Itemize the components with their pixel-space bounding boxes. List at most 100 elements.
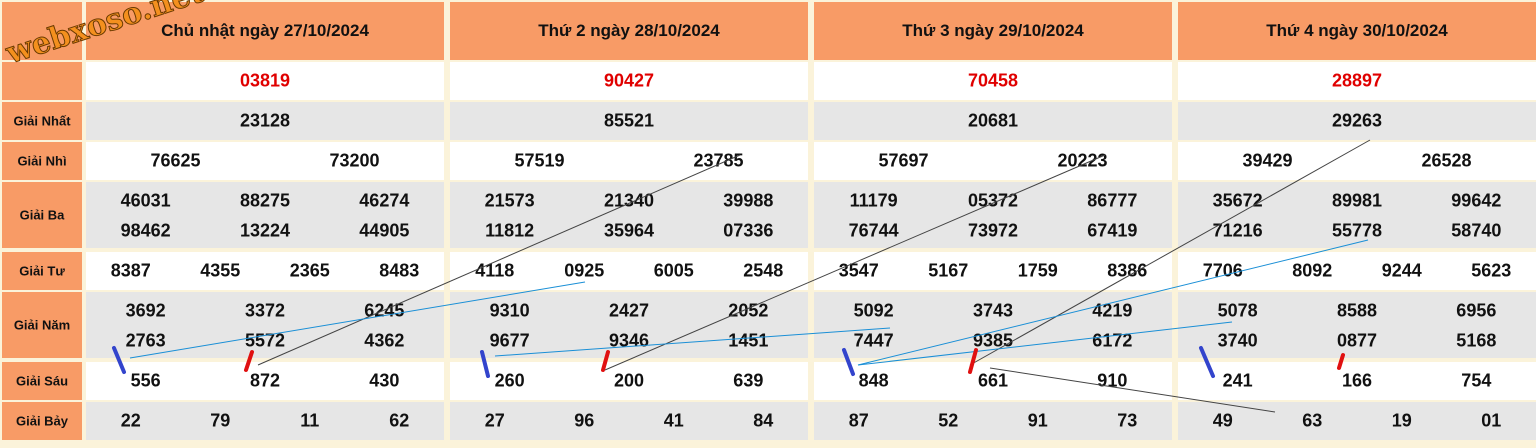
- prize-number: 11: [300, 410, 320, 431]
- prize-number: 1759: [1017, 260, 1058, 281]
- prize-label: Giải Bảy: [15, 413, 69, 429]
- prize-number: 52: [938, 410, 959, 431]
- prize-number: 58740: [1451, 220, 1502, 241]
- prize-number: 76744: [848, 220, 899, 241]
- prize-label: Giải Ba: [19, 207, 65, 223]
- prize-number: 9244: [1381, 260, 1422, 281]
- prize-number: 41: [663, 410, 684, 431]
- prize-number: 260: [494, 370, 525, 391]
- prize-number: 23785: [693, 150, 744, 171]
- prize-number: 7447: [853, 330, 894, 351]
- prize-number: 22: [120, 410, 141, 431]
- prize-number: 35964: [603, 220, 655, 241]
- result-cell: [86, 142, 444, 180]
- result-cell: [86, 402, 444, 440]
- prize-number: 4355: [200, 260, 241, 281]
- prize-number: 8588: [1336, 300, 1378, 321]
- prize-number: 9346: [608, 330, 650, 351]
- prize-number: 84: [753, 410, 774, 431]
- result-cell: [814, 142, 1172, 180]
- label-cell: [2, 62, 82, 100]
- prize-number: 85521: [603, 110, 655, 131]
- day-title: Thứ 2 ngày 28/10/2024: [538, 21, 720, 40]
- prize-number: 07336: [723, 220, 774, 241]
- prize-number: 35672: [1212, 190, 1263, 211]
- prize-number: 98462: [120, 220, 171, 241]
- prize-number: 9677: [489, 330, 530, 351]
- prize-number: 89981: [1331, 190, 1383, 211]
- prize-number: 29263: [1331, 110, 1383, 131]
- prize-number: 3740: [1217, 330, 1258, 351]
- prize-number: 166: [1341, 370, 1373, 391]
- prize-number: 241: [1222, 370, 1253, 391]
- result-cell: [450, 142, 808, 180]
- prize-number: 2548: [743, 260, 784, 281]
- prize-number: 55778: [1331, 220, 1383, 241]
- prize-number: 430: [369, 370, 400, 391]
- result-cell: [814, 102, 1172, 140]
- prize-number: 8386: [1107, 260, 1148, 281]
- prize-number: 6956: [1456, 300, 1497, 321]
- prize-number: 8092: [1292, 260, 1333, 281]
- prize-number: 57519: [514, 150, 565, 171]
- special-prize: 90427: [603, 70, 655, 91]
- prize-number: 99642: [1451, 190, 1502, 211]
- prize-label: Giải Sáu: [15, 373, 69, 389]
- prize-number: 88275: [239, 190, 291, 211]
- prize-number: 754: [1461, 370, 1492, 391]
- label-cell: [2, 252, 82, 290]
- prize-number: 39429: [1242, 150, 1293, 171]
- prize-number: 27: [484, 410, 505, 431]
- label-cell: [2, 102, 82, 140]
- day-title: Thứ 3 ngày 29/10/2024: [902, 21, 1084, 40]
- day-title: Thứ 4 ngày 30/10/2024: [1266, 21, 1448, 40]
- prize-number: 9310: [489, 300, 530, 321]
- prize-number: 01: [1481, 410, 1502, 431]
- prize-number: 2427: [608, 300, 650, 321]
- prize-number: 73: [1117, 410, 1138, 431]
- prize-number: 67419: [1087, 220, 1138, 241]
- label-cell: [2, 182, 82, 248]
- prize-number: 872: [249, 370, 281, 391]
- prize-number: 1451: [728, 330, 769, 351]
- prize-number: 5092: [853, 300, 894, 321]
- prize-number: 3372: [244, 300, 286, 321]
- prize-number: 49: [1212, 410, 1233, 431]
- prize-number: 19: [1391, 410, 1412, 431]
- prize-label: Giải Tư: [19, 263, 65, 279]
- prize-number: 4118: [475, 260, 515, 281]
- prize-number: 848: [858, 370, 889, 391]
- prize-number: 39988: [723, 190, 774, 211]
- prize-number: 0877: [1336, 330, 1378, 351]
- result-cell: [86, 62, 444, 100]
- prize-number: 11812: [485, 220, 535, 241]
- prize-number: 57697: [878, 150, 929, 171]
- prize-number: 6172: [1092, 330, 1133, 351]
- day-header: [450, 2, 808, 60]
- prize-number: 6245: [364, 300, 405, 321]
- corner-cell: [2, 2, 82, 60]
- prize-number: 63: [1302, 410, 1323, 431]
- prize-label: Giải Nhất: [13, 113, 71, 129]
- prize-number: 20223: [1057, 150, 1108, 171]
- prize-number: 73972: [967, 220, 1019, 241]
- prize-number: 3692: [125, 300, 166, 321]
- prize-number: 91: [1027, 410, 1048, 431]
- prize-number: 4219: [1092, 300, 1133, 321]
- prize-number: 556: [130, 370, 161, 391]
- result-cell: [1178, 142, 1536, 180]
- prize-number: 2763: [125, 330, 166, 351]
- prize-number: 46031: [120, 190, 171, 211]
- day-title: Chủ nhật ngày 27/10/2024: [161, 21, 369, 40]
- result-cell: [86, 362, 444, 400]
- prize-number: 9385: [972, 330, 1014, 351]
- prize-number: 5572: [244, 330, 286, 351]
- prize-number: 0925: [564, 260, 605, 281]
- prize-number: 5078: [1217, 300, 1258, 321]
- prize-label: Giải Nhì: [17, 153, 67, 169]
- prize-number: 26528: [1421, 150, 1472, 171]
- result-cell: [86, 102, 444, 140]
- prize-number: 639: [733, 370, 764, 391]
- result-cell: [1178, 102, 1536, 140]
